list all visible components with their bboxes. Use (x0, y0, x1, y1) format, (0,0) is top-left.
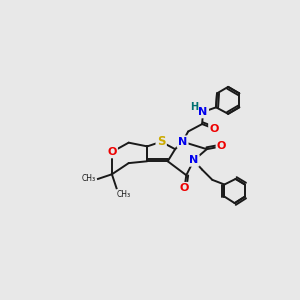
Text: O: O (209, 124, 219, 134)
Text: CH₃: CH₃ (116, 190, 131, 199)
Text: O: O (217, 141, 226, 152)
Text: O: O (107, 147, 117, 157)
Text: O: O (180, 183, 189, 193)
Text: S: S (157, 135, 165, 148)
Text: N: N (178, 137, 187, 147)
Text: H: H (190, 102, 199, 112)
Text: N: N (198, 107, 208, 117)
Text: N: N (189, 155, 198, 165)
Text: CH₃: CH₃ (82, 173, 96, 182)
